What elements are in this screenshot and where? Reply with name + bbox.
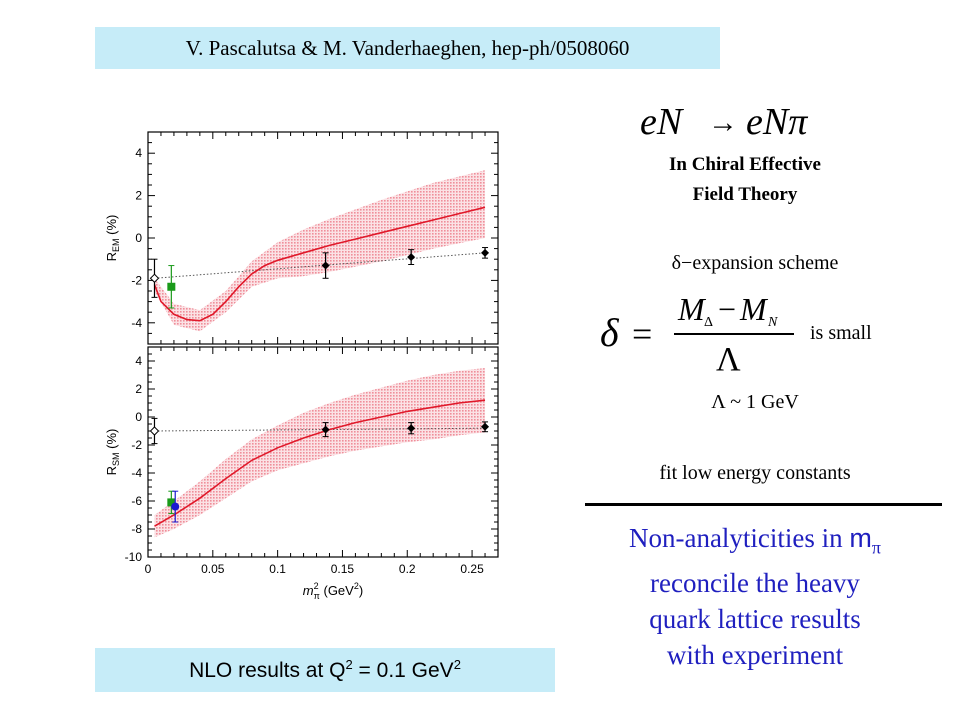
nlo-sup1: 2 <box>345 657 353 672</box>
theory-curve <box>154 399 486 527</box>
expansion-scheme: δ−expansion scheme <box>671 252 839 274</box>
y-tick-label: -8 <box>131 522 142 536</box>
y-tick-label: -4 <box>131 316 142 330</box>
data-point-open-diamond <box>149 426 160 436</box>
x-tick-label: 0.05 <box>201 562 225 576</box>
process-rhs: eNπ <box>746 101 808 143</box>
data-point-square <box>167 282 176 291</box>
x-tick-label: 0.15 <box>331 562 355 576</box>
x-tick-label: 0.25 <box>460 562 484 576</box>
conclusion-text: Non-analyticities in mπ reconcile the he… <box>565 520 945 673</box>
panel-bottom-rsm: -10 -8 -6 -4 -2 0 2 4 0 0.05 0.1 0.15 0.2 0.25 RSM (%)… <box>104 346 499 601</box>
x-tick-label: 0.1 <box>269 562 286 576</box>
y-tick-label: -10 <box>125 550 143 564</box>
conclusion-line1-text: Non-analyticities in <box>628 523 850 553</box>
process-arrow: → <box>708 106 738 139</box>
formula-lambda: Λ <box>716 341 741 374</box>
y-tick-label: -6 <box>131 494 142 508</box>
formula-delta: δ <box>600 310 620 355</box>
conclusion-line1: Non-analyticities in mπ <box>565 520 945 565</box>
x-tick-label: 0.2 <box>399 562 416 576</box>
x-tick-label: 0 <box>145 562 152 576</box>
nlo-text: NLO results at Q2 = 0.1 GeV2 <box>189 657 461 683</box>
y-tick-label: 4 <box>135 354 142 368</box>
y-axis-label: RSM (%) <box>104 429 121 476</box>
y-tick-label: 2 <box>135 189 142 203</box>
theory-line1: In Chiral Effective <box>669 154 821 175</box>
nlo-text-a: NLO results at Q <box>189 659 346 682</box>
dotted-fit-line <box>154 252 486 279</box>
data-point-diamond <box>321 425 330 434</box>
citation-text: V. Pascalutsa & M. Vanderhaeghen, hep-ph… <box>185 35 630 60</box>
nlo-banner: NLO results at Q2 = 0.1 GeV2 <box>95 648 555 692</box>
data-point-circle <box>171 502 180 511</box>
conclusion-line3: quark lattice results <box>649 604 861 635</box>
formula-sub-delta: Δ <box>704 315 713 330</box>
conclusion-pi: π <box>871 537 882 558</box>
data-point-diamond <box>481 248 490 257</box>
y-tick-label: -4 <box>131 466 142 480</box>
data-point-diamond <box>407 424 416 433</box>
nlo-sup2: 2 <box>453 657 461 672</box>
formula-m1: M <box>677 291 707 327</box>
delta-formula: δ = M Δ − M N Λ <box>600 291 794 374</box>
formula-minus: − <box>718 291 736 327</box>
formula-equals: = <box>632 314 652 354</box>
theory-line2: Field Theory <box>692 184 798 205</box>
theory-curve <box>153 206 486 322</box>
formula-m2: M <box>739 291 769 327</box>
conclusion-line4: with experiment <box>666 640 844 671</box>
data-point-square <box>167 498 176 507</box>
x-axis-label: m2 π (GeV2) <box>303 581 363 601</box>
conclusion-line2: reconcile the heavy <box>650 568 860 599</box>
data-point-diamond <box>321 261 330 270</box>
data-point-diamond <box>481 422 490 431</box>
y-tick-label: 0 <box>135 410 142 424</box>
ratio-chart: -4 -2 0 2 4 REM (%) -10 -8 -6 -4 -2 0 2 4 0 0.05 0.1 0.1… <box>104 131 499 601</box>
dotted-fit-line <box>154 427 486 432</box>
y-tick-label: 2 <box>135 382 142 396</box>
y-axis-label: REM (%) <box>104 215 121 262</box>
panel-top-rem: -4 -2 0 2 4 REM (%) <box>104 131 499 345</box>
y-tick-label: 0 <box>135 231 142 245</box>
formula-sub-n: N <box>767 315 778 330</box>
y-tick-label: -2 <box>131 438 142 452</box>
data-point-diamond <box>407 253 416 262</box>
fit-constants-text: fit low energy constants <box>659 462 851 484</box>
divider-line <box>585 503 942 506</box>
theory-heading: In Chiral Effective Field Theory <box>620 150 870 210</box>
y-tick-label: 4 <box>135 146 142 160</box>
process-equation: eN → eNπ <box>640 101 808 143</box>
process-lhs: eN <box>640 101 685 143</box>
conclusion-m: m <box>849 523 872 553</box>
error-band <box>154 170 486 332</box>
data-point-open-diamond <box>149 273 160 283</box>
lambda-scale: Λ ~ 1 GeV <box>711 391 799 413</box>
y-tick-label: -2 <box>131 273 142 287</box>
nlo-text-b: = 0.1 GeV <box>352 659 454 682</box>
citation-banner: V. Pascalutsa & M. Vanderhaeghen, hep-ph… <box>95 27 720 69</box>
error-band <box>154 368 486 538</box>
is-small-label: is small <box>810 322 872 344</box>
